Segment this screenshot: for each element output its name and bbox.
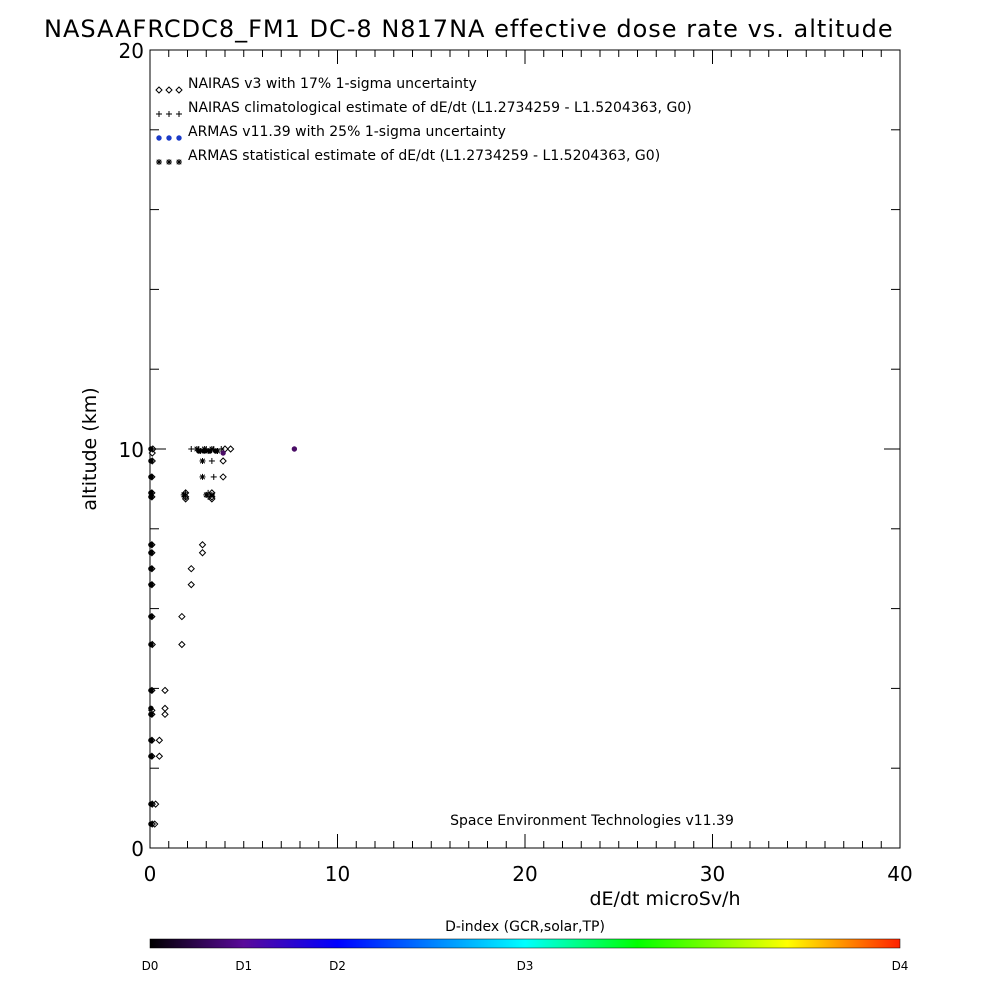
data-point <box>148 566 154 572</box>
legend-marker <box>156 135 162 141</box>
legend: NAIRAS v3 with 17% 1-sigma uncertainty NA… <box>155 76 692 165</box>
axis-tick-labels: 0 10 20 30 40 0 10 20 <box>119 39 913 886</box>
legend-label: NAIRAS climatological estimate of dE/dt … <box>188 100 692 116</box>
series-0 <box>148 445 235 828</box>
data-point <box>178 612 186 621</box>
colorbar-title: D-index (GCR,solar,TP) <box>445 919 605 935</box>
data-point <box>148 494 154 500</box>
data-point <box>219 473 227 481</box>
data-point <box>148 737 154 743</box>
legend-marker <box>176 111 182 117</box>
legend-label: NAIRAS v3 with 17% 1-sigma uncertainty <box>188 76 477 92</box>
legend-label: ARMAS statistical estimate of dE/dt (L1.… <box>188 148 660 164</box>
data-point <box>161 704 169 713</box>
colorbar-label: D4 <box>892 959 909 973</box>
colorbar-label: D3 <box>517 959 534 973</box>
data-point <box>219 457 227 465</box>
data-point <box>161 686 169 695</box>
series-2 <box>148 446 298 827</box>
data-point <box>187 564 195 573</box>
data-point <box>208 457 215 464</box>
y-tick-label: 20 <box>119 39 144 63</box>
data-point <box>148 753 154 759</box>
colorbar-label: D0 <box>142 959 159 973</box>
data-point <box>291 446 298 452</box>
legend-marker <box>155 86 163 94</box>
legend-marker <box>166 135 172 141</box>
legend-marker <box>176 135 182 141</box>
data-point <box>199 473 206 480</box>
data-point <box>210 473 217 480</box>
data-point <box>148 821 154 827</box>
annotation-credit: Space Environment Technologies v11.39 <box>450 813 734 829</box>
data-point <box>148 490 154 496</box>
data-point <box>178 640 186 649</box>
data-point <box>148 474 154 480</box>
legend-marker <box>166 111 172 117</box>
x-tick-label: 10 <box>325 862 350 886</box>
series-3 <box>180 446 221 498</box>
data-points <box>148 445 298 828</box>
colorbar-labels: D0 D1 D2 D3 D4 <box>142 959 909 973</box>
data-point <box>148 446 154 452</box>
y-axis-title: altitude (km) <box>79 387 101 510</box>
data-point <box>148 613 154 620</box>
x-axis-title: dE/dt microSv/h <box>589 888 740 910</box>
data-point <box>187 580 195 589</box>
colorbar-label: D2 <box>329 959 346 973</box>
data-point <box>148 542 154 548</box>
legend-marker <box>165 86 173 94</box>
data-point <box>148 449 156 457</box>
legend-entry: ARMAS statistical estimate of dE/dt (L1.… <box>156 148 660 165</box>
legend-entry: ARMAS v11.39 with 25% 1-sigma uncertaint… <box>156 124 506 141</box>
data-point <box>148 458 154 464</box>
legend-marker <box>166 159 172 165</box>
y-tick-label: 0 <box>131 837 144 861</box>
data-point <box>148 801 154 807</box>
x-tick-label: 40 <box>887 862 912 886</box>
data-point <box>148 705 154 712</box>
data-point <box>161 710 169 719</box>
data-point <box>199 457 206 464</box>
legend-marker <box>156 111 162 117</box>
legend-marker <box>156 159 162 165</box>
data-point <box>148 687 154 694</box>
data-point <box>208 491 215 498</box>
series-1 <box>182 446 225 500</box>
axis-ticks <box>149 49 901 849</box>
y-tick-label: 10 <box>119 438 144 462</box>
plot-frame <box>149 49 901 849</box>
data-point <box>220 450 226 456</box>
data-point <box>203 491 210 498</box>
data-point <box>208 493 216 501</box>
legend-entry: NAIRAS climatological estimate of dE/dt … <box>156 100 692 117</box>
data-point <box>155 736 164 744</box>
legend-label: ARMAS v11.39 with 25% 1-sigma uncertaint… <box>188 124 506 140</box>
data-point <box>198 549 207 557</box>
data-point <box>208 495 216 503</box>
x-tick-label: 20 <box>512 862 537 886</box>
data-point <box>151 800 160 808</box>
data-point <box>208 446 215 452</box>
colorbar-label: D1 <box>235 959 252 973</box>
legend-marker <box>176 159 182 165</box>
x-tick-label: 0 <box>144 862 157 886</box>
data-point <box>188 446 195 452</box>
legend-entry: NAIRAS v3 with 17% 1-sigma uncertainty <box>155 76 477 94</box>
data-point <box>155 752 164 760</box>
data-point <box>226 445 235 453</box>
colorbar <box>149 938 901 949</box>
data-point <box>198 541 207 549</box>
x-tick-label: 30 <box>700 862 725 886</box>
data-point <box>214 447 221 454</box>
legend-marker <box>175 86 183 94</box>
data-point <box>148 550 154 556</box>
data-point <box>180 491 187 498</box>
data-point <box>148 641 154 648</box>
data-point <box>148 581 154 588</box>
chart-title: NASAAFRCDC8_FM1 DC-8 N817NA effective do… <box>44 15 894 43</box>
data-point <box>148 711 154 718</box>
